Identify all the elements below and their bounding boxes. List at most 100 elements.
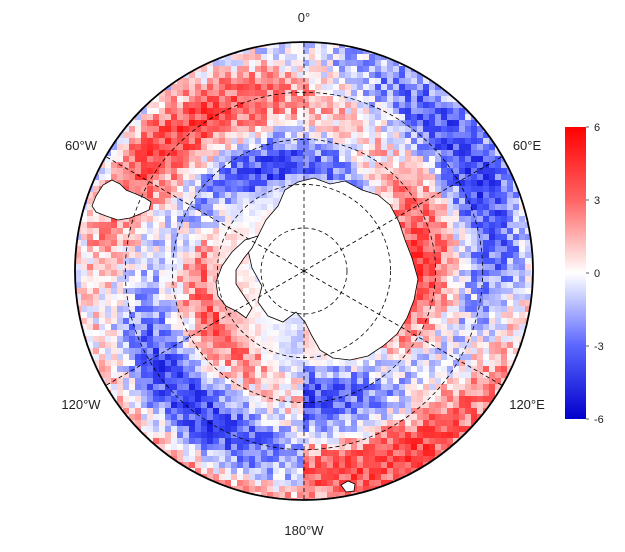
field-cell [477,192,484,199]
field-cell [303,156,310,163]
field-cell [213,246,220,253]
field-cell [387,138,394,145]
field-cell [375,462,382,469]
field-cell [231,240,238,247]
field-cell [177,264,184,271]
field-cell [225,72,232,79]
field-cell [501,330,508,337]
field-cell [105,384,112,391]
field-cell [471,396,478,403]
field-cell [459,108,466,115]
field-cell [213,156,220,163]
field-cell [351,366,358,373]
field-cell [507,378,514,385]
field-cell [237,342,244,349]
field-cell [189,216,196,223]
field-cell [201,90,208,97]
field-cell [135,138,142,145]
field-cell [477,408,484,415]
field-cell [441,354,448,361]
field-cell [495,288,502,295]
field-cell [363,126,370,133]
field-cell [123,222,130,229]
field-cell [153,438,160,445]
field-cell [147,390,154,397]
field-cell [405,132,412,139]
field-cell [459,372,466,379]
field-cell [525,252,532,259]
field-cell [387,96,394,103]
field-cell [531,264,533,271]
field-cell [363,420,370,427]
meridian-240 [105,270,305,386]
field-cell [183,366,190,373]
field-cell [171,372,178,379]
field-cell [129,228,136,235]
field-cell [267,420,274,427]
field-cell [309,390,316,397]
field-cell [285,156,292,163]
field-cell [417,144,424,151]
field-cell [117,282,124,289]
field-cell [231,348,238,355]
field-cell [291,138,298,145]
field-cell [87,330,94,337]
field-cell [489,264,496,271]
field-cell [171,306,178,313]
field-cell [405,210,412,217]
field-cell [207,396,214,403]
field-cell [201,228,208,235]
field-cell [501,210,508,217]
field-cell [165,336,172,343]
field-cell [495,276,502,283]
field-cell [429,132,436,139]
field-cell [219,354,226,361]
field-cell [279,342,286,349]
field-cell [147,108,154,115]
field-cell [285,396,292,403]
field-cell [363,114,370,121]
field-cell [393,120,400,127]
field-cell [267,102,274,109]
field-cell [243,150,250,157]
field-cell [261,210,268,217]
field-cell [363,54,370,61]
field-cell [453,138,460,145]
field-cell [285,414,292,421]
field-cell [195,138,202,145]
field-cell [117,414,124,421]
field-cell [519,312,526,319]
field-cell [429,420,436,427]
field-cell [429,372,436,379]
field-cell [453,330,460,337]
field-cell [429,102,436,109]
field-cell [243,336,250,343]
field-cell [267,54,274,61]
field-cell [267,402,274,409]
meridian-60 [303,156,503,272]
field-cell [477,354,484,361]
field-cell [465,414,472,421]
field-cell [207,246,214,253]
field-cell [411,330,418,337]
field-cell [387,150,394,157]
field-cell [393,438,400,445]
field-cell [111,312,118,319]
field-cell [183,174,190,181]
field-cell [375,66,382,73]
field-cell [129,336,136,343]
field-cell [453,102,460,109]
field-cell [267,366,274,373]
field-cell [435,438,442,445]
field-cell [405,378,412,385]
field-cell [441,150,448,157]
field-cell [315,120,322,127]
field-cell [339,150,346,157]
field-cell [183,384,190,391]
field-cell [447,102,454,109]
field-cell [333,120,340,127]
field-cell [513,186,520,193]
field-cell [243,480,250,487]
field-cell [381,96,388,103]
field-cell [225,174,232,181]
